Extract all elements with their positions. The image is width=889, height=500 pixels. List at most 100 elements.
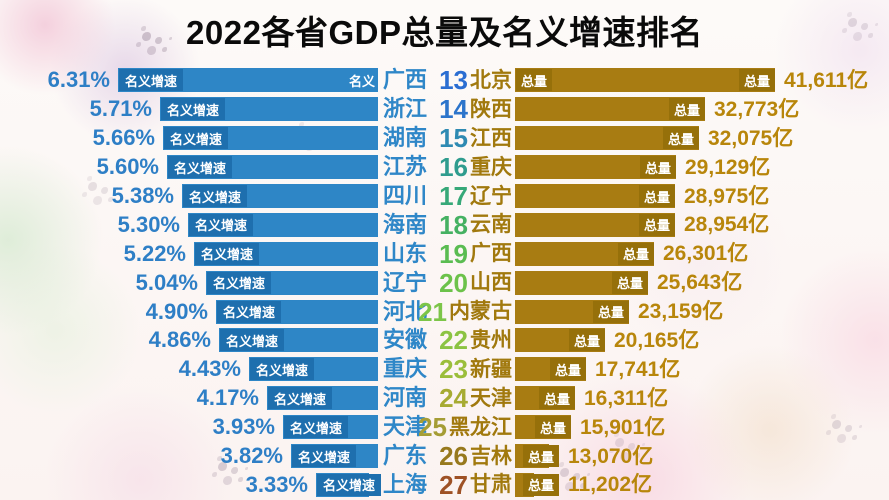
growth-province-label: 四川 bbox=[383, 183, 428, 208]
growth-bar-zone: 5.22% 名义增速 名义 bbox=[0, 241, 378, 266]
chart-row: 5.04% 名义增速 名义 辽宁 20 山西 总量 总量 25,643亿 bbox=[0, 268, 889, 297]
total-bar-zone: 总量 总量 41,611亿 bbox=[512, 68, 889, 93]
chart-row: 4.17% 名义增速 名义 河南 24 天津 总量 总量 16,311亿 bbox=[0, 384, 889, 413]
blossom-decoration bbox=[88, 182, 97, 191]
page-title: 2022各省GDP总量及名义增速排名 bbox=[186, 14, 703, 51]
total-bar-zone: 总量 总量 29,129亿 bbox=[512, 155, 889, 180]
total-bar: 总量 总量 bbox=[515, 270, 648, 295]
total-value-label: 32,773亿 bbox=[714, 97, 800, 121]
growth-bar: 名义增速 名义 bbox=[219, 328, 378, 353]
rank-number: 24 bbox=[439, 383, 468, 414]
total-bar-tag: 总量 bbox=[638, 213, 675, 236]
growth-province-label: 山东 bbox=[383, 240, 428, 266]
total-province-label: 江西 bbox=[470, 126, 512, 150]
growth-value-label: 3.93% bbox=[212, 414, 275, 440]
growth-bar-zone: 5.04% 名义增速 名义 bbox=[0, 270, 378, 295]
rank-number: 15 bbox=[439, 123, 468, 154]
total-province-label: 广西 bbox=[470, 242, 512, 266]
total-bar-zone: 总量 总量 28,954亿 bbox=[512, 212, 889, 237]
growth-value-label: 4.86% bbox=[148, 327, 211, 353]
growth-bar-tag: 名义增速 bbox=[207, 271, 272, 294]
total-bar: 总量 总量 bbox=[515, 299, 629, 324]
total-bar-zone: 总量 总量 13,070亿 bbox=[512, 444, 889, 469]
growth-value-label: 5.30% bbox=[117, 211, 180, 237]
growth-value-label: 3.82% bbox=[220, 443, 283, 469]
total-bar-tag: 总量 bbox=[549, 358, 586, 381]
blossom-decoration bbox=[832, 420, 841, 429]
growth-bar-zone: 5.66% 名义增速 名义 bbox=[0, 125, 378, 151]
growth-bar-zone: 4.17% 名义增速 名义 bbox=[0, 386, 378, 411]
total-province-label: 重庆 bbox=[470, 155, 512, 179]
total-province-label: 甘肃 bbox=[470, 473, 512, 497]
total-value-label: 11,202亿 bbox=[568, 473, 653, 497]
growth-bar-zone: 6.31% 名义增速 名义 bbox=[0, 67, 378, 93]
growth-bar: 名义增速 名义 bbox=[188, 212, 378, 237]
growth-province-label: 湖南 bbox=[383, 125, 428, 151]
growth-value-label: 5.66% bbox=[92, 125, 155, 151]
total-province-label: 辽宁 bbox=[470, 184, 512, 208]
rank-group: 14 陕西 bbox=[433, 96, 512, 122]
total-province-label: 黑龙江 bbox=[449, 415, 512, 439]
growth-bar-zone: 3.82% 名义增速 名义 bbox=[0, 443, 378, 469]
growth-value-label: 6.31% bbox=[47, 67, 110, 93]
total-province-label: 吉林 bbox=[470, 444, 512, 468]
total-bar-tag: 总量 bbox=[611, 271, 648, 294]
growth-bar-tag: 名义增速 bbox=[119, 69, 184, 92]
chart-row: 3.82% 名义增速 名义 广东 26 吉林 总量 总量 13,070亿 bbox=[0, 442, 889, 471]
rank-number: 22 bbox=[439, 325, 468, 356]
growth-bar: 名义增速 名义 bbox=[206, 270, 378, 295]
growth-bar-partial-tag: 名义 bbox=[348, 73, 375, 89]
total-value-label: 20,165亿 bbox=[614, 328, 700, 352]
total-value-label: 17,741亿 bbox=[595, 357, 681, 381]
growth-value-label: 5.38% bbox=[111, 183, 174, 208]
growth-bar: 名义增速 名义 bbox=[291, 444, 378, 469]
total-bar-tag: 总量 bbox=[568, 329, 605, 352]
growth-province-label: 上海 bbox=[383, 471, 428, 497]
total-value-label: 41,611亿 bbox=[784, 68, 869, 92]
total-bar: 总量 总量 bbox=[515, 184, 675, 208]
chart-row: 5.60% 名义增速 名义 江苏 16 重庆 总量 总量 29,129亿 bbox=[0, 153, 889, 182]
growth-bar: 名义增速 名义 bbox=[216, 299, 378, 324]
total-bar-zone: 总量 总量 20,165亿 bbox=[512, 328, 889, 353]
growth-bar-zone: 3.93% 名义增速 名义 bbox=[0, 414, 378, 440]
chart-row: 6.31% 名义增速 名义 广西 13 北京 总量 总量 41,611亿 bbox=[0, 66, 889, 95]
total-bar: 总量 总量 bbox=[515, 155, 676, 180]
growth-bar: 名义增速 名义 bbox=[194, 241, 378, 266]
total-bar-fill bbox=[515, 68, 775, 93]
growth-province-label: 广东 bbox=[383, 443, 428, 469]
rank-number: 20 bbox=[439, 267, 468, 298]
total-bar-tag: 总量 bbox=[668, 98, 705, 121]
growth-bar-tag: 名义增速 bbox=[284, 416, 349, 439]
rank-group: 24 天津 bbox=[433, 385, 512, 411]
growth-bar-zone: 4.90% 名义增速 名义 bbox=[0, 299, 378, 324]
growth-province-label: 重庆 bbox=[383, 356, 428, 382]
chart-rows: 6.31% 名义增速 名义 广西 13 北京 总量 总量 41,611亿 5.7… bbox=[0, 66, 889, 499]
rank-number: 16 bbox=[439, 152, 468, 183]
total-value-label: 16,311亿 bbox=[584, 386, 669, 410]
growth-province-label: 安徽 bbox=[383, 327, 428, 353]
blossom-decoration bbox=[615, 438, 624, 447]
total-bar-tag: 总量 bbox=[639, 156, 676, 179]
total-bar-tag: 总量 bbox=[617, 242, 654, 265]
total-bar: 总量 总量 bbox=[515, 328, 605, 353]
growth-province-label: 浙江 bbox=[383, 96, 428, 122]
total-value-label: 26,301亿 bbox=[663, 242, 749, 266]
rank-group: 20 山西 bbox=[433, 270, 512, 296]
growth-bar-zone: 5.60% 名义增速 名义 bbox=[0, 155, 378, 180]
growth-bar-tag: 名义增速 bbox=[217, 300, 282, 323]
chart-row: 5.38% 名义增速 名义 四川 17 辽宁 总量 总量 28,975亿 bbox=[0, 182, 889, 211]
total-bar: 总量 总量 bbox=[515, 357, 586, 382]
total-bar: 总量 总量 bbox=[515, 241, 654, 266]
total-bar-tag: 总量 bbox=[522, 473, 559, 496]
rank-group: 23 新疆 bbox=[433, 356, 512, 382]
total-bar-zone: 总量 总量 32,075亿 bbox=[512, 126, 889, 151]
growth-value-label: 4.43% bbox=[178, 356, 241, 382]
rank-group: 17 辽宁 bbox=[433, 183, 512, 209]
rank-number: 17 bbox=[439, 181, 468, 211]
total-bar-tag: 总量 bbox=[662, 127, 699, 150]
total-bar-zone: 总量 总量 25,643亿 bbox=[512, 270, 889, 295]
rank-group: 13 北京 bbox=[433, 67, 512, 93]
chart-row: 4.43% 名义增速 名义 重庆 23 新疆 总量 总量 17,741亿 bbox=[0, 355, 889, 384]
rank-number: 19 bbox=[439, 238, 468, 269]
rank-group: 15 江西 bbox=[433, 125, 512, 151]
